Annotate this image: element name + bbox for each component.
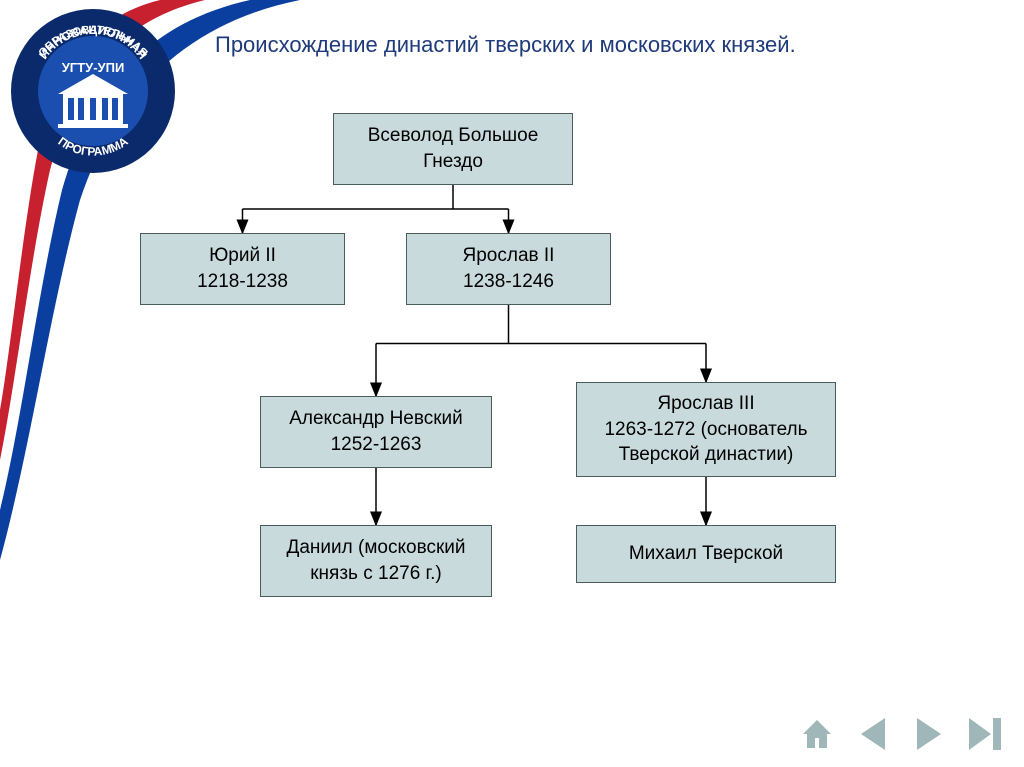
tree-node-yuri2: Юрий II1218-1238: [140, 233, 345, 305]
tree-node-nevsky: Александр Невский1252-1263: [260, 396, 492, 468]
tree-node-mikhail: Михаил Тверской: [576, 525, 836, 583]
tree-node-yaroslav2: Ярослав II1238-1246: [406, 233, 611, 305]
tree-node-daniil: Даниил (московскийкнязь с 1276 г.): [260, 525, 492, 597]
triangle-right-icon: [913, 716, 945, 752]
tree-node-yaroslav3: Ярослав III1263-1272 (основательТверской…: [576, 382, 836, 477]
tree-node-vsevolod: Всеволод БольшоеГнездо: [333, 113, 573, 185]
page-title: Происхождение династий тверских и москов…: [215, 32, 796, 58]
home-icon: [799, 716, 835, 752]
triangle-left-icon: [857, 716, 889, 752]
nav-next-button[interactable]: [910, 715, 948, 753]
logo-inner-text: УГТУ-УПИ: [62, 60, 125, 75]
university-logo: ИННОВАЦИОННАЯ ОБРАЗОВАТЕЛЬНАЯ ПРОГРАММА …: [8, 6, 178, 176]
nav-prev-button[interactable]: [854, 715, 892, 753]
nav-buttons: [798, 715, 1004, 753]
nav-last-button[interactable]: [966, 715, 1004, 753]
triangle-right-bar-icon: [967, 716, 1003, 752]
nav-home-button[interactable]: [798, 715, 836, 753]
